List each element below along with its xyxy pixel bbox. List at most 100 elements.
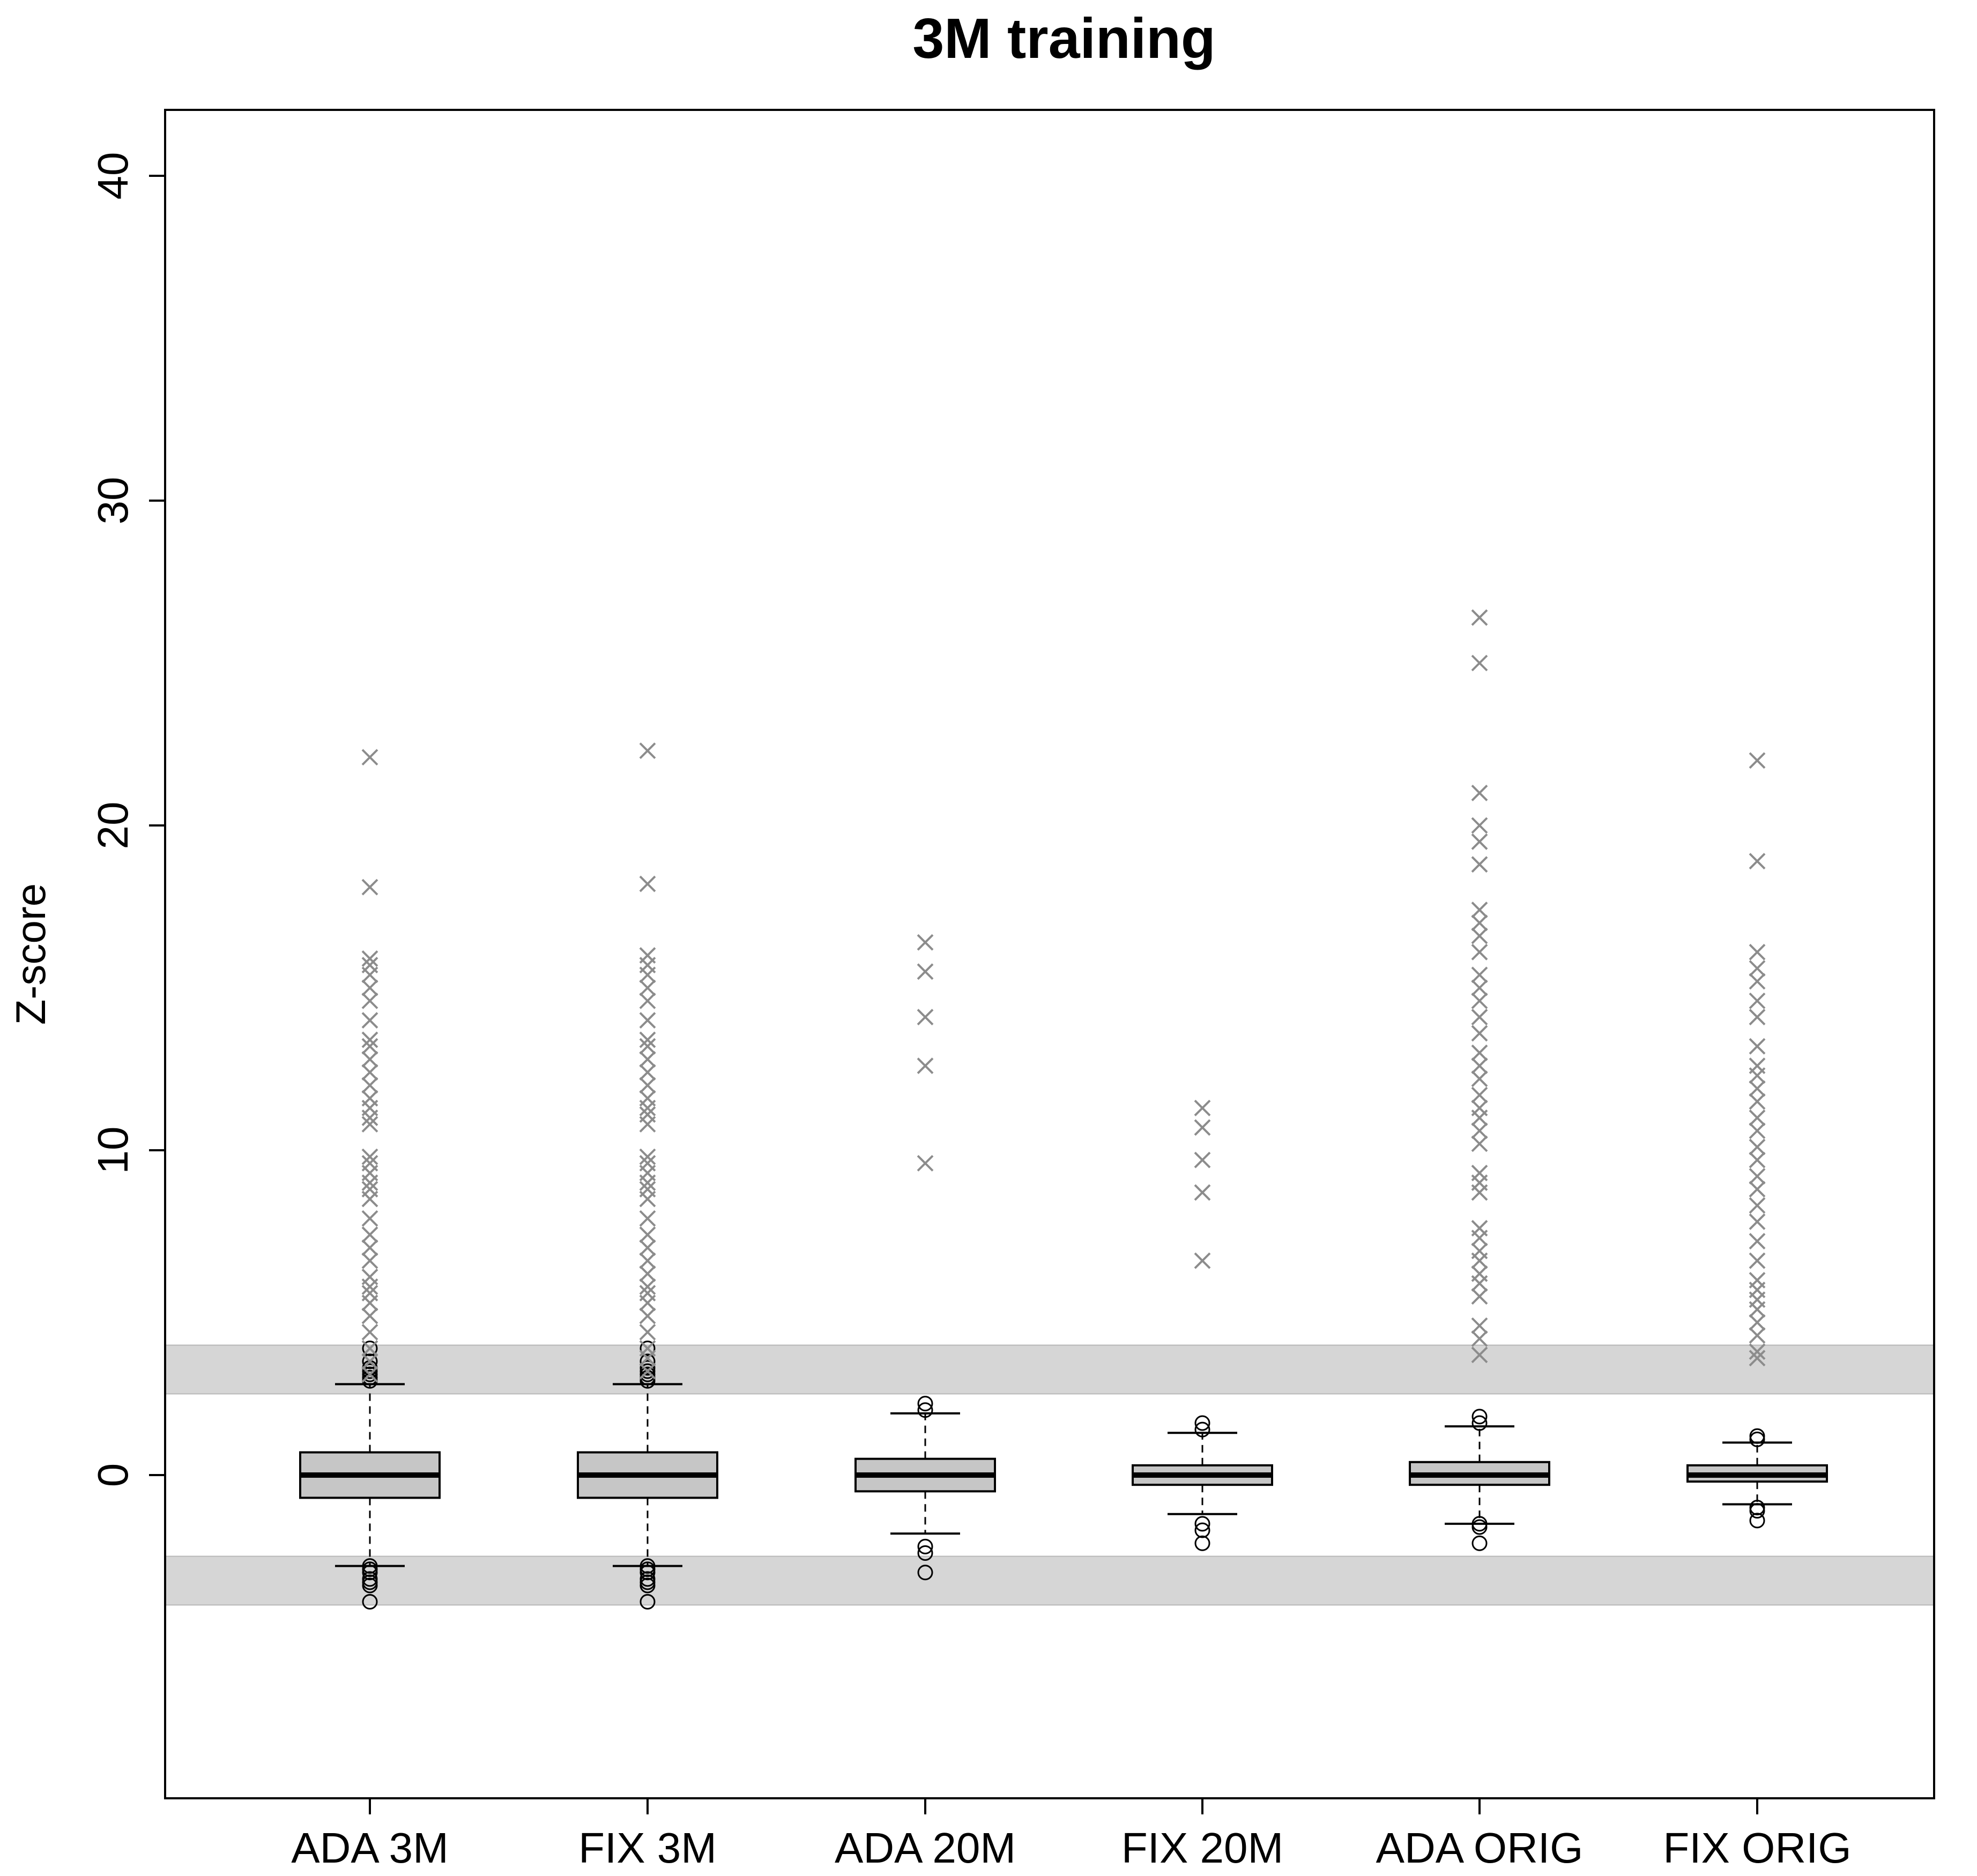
outlier-point bbox=[917, 1402, 933, 1418]
extreme-marker bbox=[639, 1031, 656, 1048]
extreme-marker bbox=[361, 1285, 378, 1302]
extreme-marker bbox=[361, 1366, 378, 1383]
extreme-marker bbox=[1749, 1181, 1766, 1198]
extreme-marker bbox=[639, 875, 656, 892]
extreme-marker bbox=[361, 1239, 378, 1256]
extreme-marker bbox=[639, 1363, 656, 1380]
outlier-point bbox=[362, 1594, 378, 1610]
extreme-marker bbox=[361, 879, 378, 896]
extreme-marker bbox=[1471, 1086, 1488, 1104]
box-group bbox=[299, 1341, 441, 1610]
extreme-marker bbox=[1471, 1165, 1488, 1181]
extreme-marker bbox=[639, 1340, 656, 1357]
extreme-marker bbox=[639, 1285, 656, 1302]
extreme-marker bbox=[361, 1252, 378, 1269]
extreme-marker bbox=[639, 1239, 656, 1256]
extreme-marker bbox=[1471, 833, 1488, 850]
outlier-point bbox=[1194, 1421, 1210, 1438]
outlier-point bbox=[917, 1396, 933, 1412]
extreme-marker bbox=[917, 934, 934, 951]
extreme-marker bbox=[1471, 1317, 1488, 1334]
outlier-point bbox=[917, 1538, 933, 1554]
extreme-marker bbox=[1749, 1350, 1766, 1367]
reference-band bbox=[165, 1344, 1935, 1395]
outlier-point bbox=[1194, 1415, 1210, 1431]
extreme-marker bbox=[1471, 1346, 1488, 1364]
extreme-marker bbox=[1749, 1252, 1766, 1269]
extreme-marker bbox=[1471, 1220, 1488, 1237]
extreme-marker bbox=[639, 992, 656, 1009]
extreme-marker bbox=[361, 950, 378, 967]
extreme-marker bbox=[361, 957, 378, 973]
extreme-marker bbox=[1749, 1080, 1766, 1097]
outlier-point bbox=[640, 1594, 656, 1610]
outlier-point bbox=[1194, 1516, 1210, 1532]
extreme-marker bbox=[639, 1012, 656, 1029]
extreme-marker bbox=[639, 1265, 656, 1282]
extreme-marker bbox=[1749, 1197, 1766, 1214]
extreme-marker bbox=[1471, 979, 1488, 996]
extreme-marker bbox=[1471, 1265, 1488, 1282]
outlier-point bbox=[1749, 1428, 1765, 1444]
extreme-marker bbox=[361, 1090, 378, 1107]
extreme-marker bbox=[361, 1012, 378, 1029]
y-tick-label: 20 bbox=[89, 802, 137, 850]
extreme-marker bbox=[361, 1077, 378, 1094]
extreme-marker bbox=[361, 1038, 378, 1055]
extreme-marker bbox=[639, 1064, 656, 1081]
extreme-marker bbox=[1471, 1330, 1488, 1347]
extreme-marker bbox=[1749, 992, 1766, 1009]
y-tick-label: 10 bbox=[89, 1127, 137, 1174]
extreme-marker bbox=[639, 1252, 656, 1269]
x-tick-label: ADA 3M bbox=[291, 1824, 448, 1872]
extreme-marker bbox=[1471, 1122, 1488, 1140]
extreme-marker bbox=[361, 1155, 378, 1172]
x-tick-label: FIX ORIG bbox=[1663, 1824, 1851, 1872]
boxes bbox=[299, 1341, 1828, 1610]
outlier-point bbox=[1749, 1500, 1765, 1516]
extreme-marker bbox=[361, 1031, 378, 1048]
extreme-marker bbox=[639, 1038, 656, 1055]
outlier-point bbox=[1194, 1535, 1210, 1551]
outlier-point bbox=[640, 1353, 656, 1369]
extreme-marker bbox=[361, 992, 378, 1009]
box-group bbox=[854, 1396, 996, 1581]
extreme-marker bbox=[639, 1077, 656, 1094]
extreme-marker bbox=[639, 1181, 656, 1198]
extreme-marker bbox=[917, 1009, 934, 1025]
outlier-point bbox=[362, 1341, 378, 1357]
extreme-marker bbox=[361, 749, 378, 766]
extreme-marker bbox=[639, 1148, 656, 1165]
extreme-marker bbox=[1471, 1025, 1488, 1042]
extreme-marker bbox=[1749, 1327, 1766, 1344]
extreme-marker bbox=[1749, 1058, 1766, 1074]
extreme-marker bbox=[361, 1340, 378, 1357]
extreme-marker bbox=[1471, 914, 1488, 932]
extreme-marker bbox=[361, 1268, 378, 1285]
extreme-marker bbox=[1194, 1099, 1211, 1116]
x-axis: ADA 3M FIX 3M ADA 20M FIX 20M ADA ORIG FIX OR… bbox=[291, 1798, 1852, 1872]
outlier-point bbox=[640, 1565, 656, 1581]
extreme-marker bbox=[1471, 927, 1488, 944]
extreme-marker bbox=[361, 1181, 378, 1198]
reference-band bbox=[165, 1555, 1935, 1606]
extreme-marker bbox=[1471, 966, 1488, 984]
outlier-point bbox=[1749, 1503, 1765, 1519]
extreme-marker bbox=[1749, 1009, 1766, 1025]
extreme-marker bbox=[1749, 1038, 1766, 1055]
outlier-point bbox=[1194, 1522, 1210, 1538]
x-tick-label: FIX 3M bbox=[578, 1824, 717, 1872]
extreme-marker bbox=[1471, 992, 1488, 1009]
extreme-points bbox=[361, 609, 1766, 1383]
box-group bbox=[577, 1341, 718, 1610]
reference-bands bbox=[165, 1344, 1935, 1606]
extreme-marker bbox=[361, 1307, 378, 1324]
extreme-marker bbox=[1471, 943, 1488, 961]
extreme-marker bbox=[1471, 654, 1488, 672]
y-tick-label: 30 bbox=[89, 477, 137, 525]
extreme-marker bbox=[361, 1064, 378, 1081]
outlier-point bbox=[1471, 1409, 1488, 1425]
extreme-marker bbox=[1749, 1122, 1766, 1140]
extreme-marker bbox=[1749, 1213, 1766, 1230]
